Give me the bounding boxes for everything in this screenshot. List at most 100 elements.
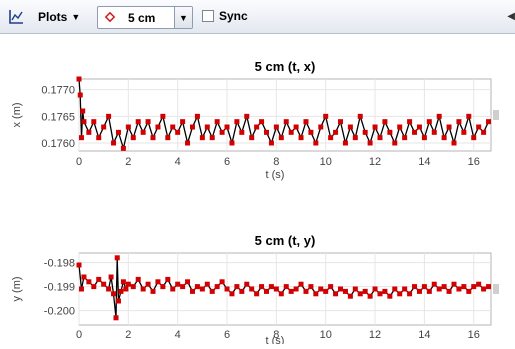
sync-checkbox[interactable] — [202, 10, 214, 22]
data-point — [446, 124, 452, 130]
data-point — [456, 286, 462, 292]
data-point — [125, 124, 131, 130]
charts-canvas: 0 2 4 6 8 10 12 14 16 0.1760 0.1765 0.1770 5 cm (t, … — [11, 59, 499, 347]
data-point — [338, 286, 344, 292]
data-point — [323, 288, 329, 294]
series-select[interactable]: 5 cm ▼ — [97, 6, 193, 29]
data-point — [486, 119, 492, 125]
chart-2: 0 2 4 6 8 10 12 14 16 -0.198 -0.199 -0.200 5 cm (t, … — [11, 233, 499, 347]
data-point — [78, 286, 84, 292]
data-point — [367, 293, 373, 299]
data-point — [170, 286, 176, 292]
data-point — [357, 113, 363, 119]
data-point — [451, 281, 457, 287]
data-point — [431, 129, 437, 135]
data-point — [303, 288, 309, 294]
collapse-arrow-icon[interactable]: ◀ — [507, 11, 515, 22]
x-tick-label: 2 — [125, 156, 131, 168]
data-point — [323, 113, 329, 119]
data-point — [273, 286, 279, 292]
data-point — [194, 113, 200, 119]
data-point — [115, 129, 121, 135]
data-point — [155, 124, 161, 130]
data-point — [382, 119, 388, 125]
x-axis-label: t (s) — [266, 169, 285, 181]
x-tick-label: 12 — [369, 156, 381, 168]
data-point — [476, 124, 482, 130]
data-point — [76, 262, 82, 268]
data-point — [268, 284, 274, 290]
data-point — [77, 92, 83, 98]
data-point — [189, 288, 195, 294]
data-point — [436, 286, 442, 292]
data-point — [224, 124, 230, 130]
data-point — [461, 129, 467, 135]
data-point — [303, 119, 309, 125]
data-point — [268, 140, 274, 146]
axes-icon[interactable] — [8, 0, 30, 34]
y-axis-label: y (m) — [11, 276, 23, 301]
data-point — [318, 286, 324, 292]
data-point — [80, 108, 86, 114]
data-point — [91, 284, 97, 290]
data-point — [481, 286, 487, 292]
data-point — [120, 279, 126, 285]
y-tick-label: 0.1760 — [41, 138, 75, 150]
data-point — [185, 279, 191, 285]
data-point — [81, 119, 87, 125]
data-point — [451, 140, 457, 146]
chart-title: 5 cm (t, y) — [255, 233, 316, 248]
data-point — [263, 129, 269, 135]
data-point — [293, 124, 299, 130]
data-point — [204, 124, 210, 130]
data-point — [234, 119, 240, 125]
data-point — [436, 113, 442, 119]
x-tick-label: 8 — [273, 329, 279, 341]
data-point — [209, 288, 215, 294]
data-point — [318, 124, 324, 130]
combo-arrow-icon[interactable]: ▼ — [174, 7, 192, 28]
data-point — [229, 291, 235, 297]
data-point — [118, 288, 124, 294]
data-point — [150, 135, 156, 141]
edge-handle — [493, 284, 499, 294]
data-point — [160, 113, 166, 119]
data-point — [397, 124, 403, 130]
x-tick-label: 12 — [369, 329, 381, 341]
data-point — [421, 284, 427, 290]
data-point — [283, 119, 289, 125]
data-point — [377, 135, 383, 141]
data-point — [402, 286, 408, 292]
data-point — [130, 135, 136, 141]
data-point — [175, 129, 181, 135]
data-point — [108, 274, 114, 280]
plots-label: Plots — [38, 10, 68, 24]
data-point — [407, 291, 413, 297]
data-point — [426, 119, 432, 125]
data-point — [471, 284, 477, 290]
data-point — [91, 119, 97, 125]
y-tick-label: 0.1765 — [41, 111, 75, 123]
data-point — [377, 291, 383, 297]
plots-menu-button[interactable]: Plots ▼ — [38, 0, 80, 34]
data-point — [234, 284, 240, 290]
data-point — [101, 281, 107, 287]
data-point — [244, 113, 250, 119]
data-point — [333, 129, 339, 135]
data-point — [288, 288, 294, 294]
data-point — [283, 284, 289, 290]
data-point — [486, 284, 492, 290]
data-point — [278, 135, 284, 141]
data-point — [145, 119, 151, 125]
x-tick-label: 8 — [273, 156, 279, 168]
x-tick-label: 16 — [468, 329, 480, 341]
data-point — [416, 288, 422, 294]
data-point — [416, 124, 422, 130]
x-tick-label: 14 — [418, 329, 430, 341]
data-point — [421, 135, 427, 141]
x-tick-label: 4 — [175, 329, 181, 341]
data-point — [101, 124, 107, 130]
data-point — [189, 124, 195, 130]
data-point — [338, 119, 344, 125]
data-point — [313, 140, 319, 146]
